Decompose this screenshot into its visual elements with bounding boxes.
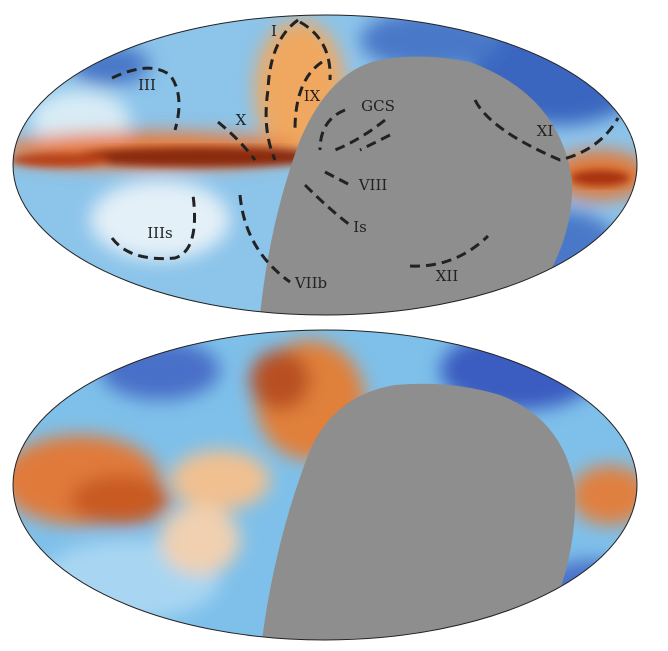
- region-label: VIIb: [294, 274, 327, 292]
- region-label: Is: [353, 218, 367, 236]
- region-label: IIIs: [147, 224, 172, 242]
- top-map: [13, 15, 637, 315]
- region-label: III: [138, 76, 156, 94]
- region-outlines: [110, 18, 620, 284]
- region-label: VIII: [358, 176, 388, 194]
- region-label: GCS: [361, 97, 395, 115]
- region-label: XII: [436, 267, 459, 285]
- region-label: IX: [304, 87, 321, 105]
- bottom-map: [13, 330, 637, 640]
- region-label: XI: [537, 122, 554, 140]
- region-label: X: [236, 111, 247, 129]
- region-label: I: [271, 22, 277, 40]
